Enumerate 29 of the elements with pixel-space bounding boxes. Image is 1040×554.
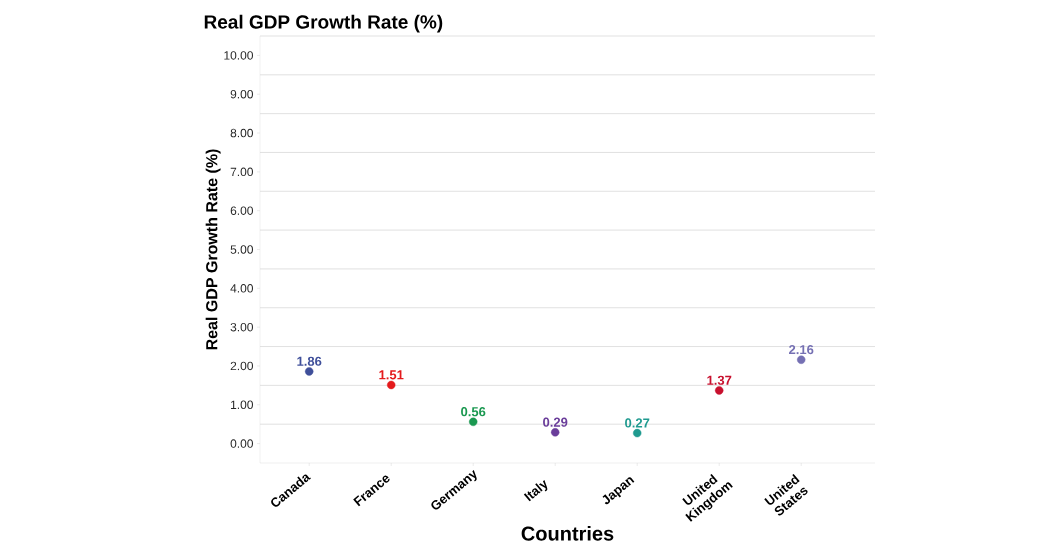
point [797, 355, 806, 364]
x-tick-label: Italy [523, 479, 548, 502]
data-label: 0.56 [461, 407, 486, 417]
y-tick-label: 6.00 [230, 206, 254, 215]
point [469, 417, 478, 427]
y-tick-label: 7.00 [230, 167, 254, 177]
y-tick-label: 5.00 [230, 245, 254, 254]
y-axis-title: Real GDP Growth Rate (%) [205, 149, 221, 350]
x-axis-title: Countries [521, 525, 614, 541]
point [633, 428, 642, 438]
data-label: 0.27 [625, 418, 650, 428]
data-label: 1.86 [297, 356, 322, 366]
data-label: 1.51 [379, 370, 404, 380]
y-tick-label: 2.00 [230, 361, 254, 371]
y-tick-label: 0.00 [230, 439, 254, 448]
point [387, 380, 396, 390]
point [715, 386, 724, 395]
y-tick-label: 1.00 [231, 400, 254, 410]
point [551, 428, 560, 437]
y-tick-label: 3.00 [230, 322, 254, 332]
point [305, 367, 314, 376]
y-tick-label: 8.00 [230, 128, 254, 138]
data-label: 0.29 [543, 417, 568, 427]
y-tick-label: 10.00 [224, 51, 253, 60]
chart-title: Real GDP Growth Rate (%) [204, 14, 443, 33]
data-label: 2.16 [789, 345, 814, 355]
y-tick-label: 9.00 [230, 89, 254, 99]
data-label: 1.37 [707, 375, 732, 385]
y-tick-label: 4.00 [230, 284, 254, 293]
